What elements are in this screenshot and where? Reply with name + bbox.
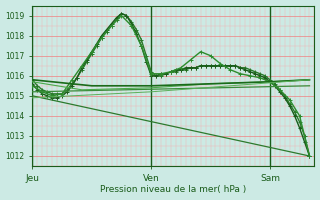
X-axis label: Pression niveau de la mer( hPa ): Pression niveau de la mer( hPa ) [100,185,247,194]
